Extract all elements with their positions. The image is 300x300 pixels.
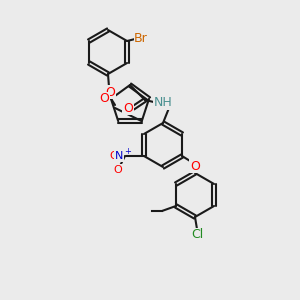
Text: O: O	[190, 160, 200, 172]
Text: O: O	[99, 92, 109, 105]
Text: +: +	[124, 146, 131, 155]
Text: O: O	[110, 151, 118, 161]
Text: NH: NH	[154, 97, 172, 110]
Text: Br: Br	[134, 32, 148, 44]
Text: N: N	[115, 151, 123, 161]
Text: O: O	[123, 101, 133, 115]
Text: Cl: Cl	[191, 229, 203, 242]
Text: O: O	[105, 85, 115, 98]
Text: O: O	[114, 165, 122, 175]
